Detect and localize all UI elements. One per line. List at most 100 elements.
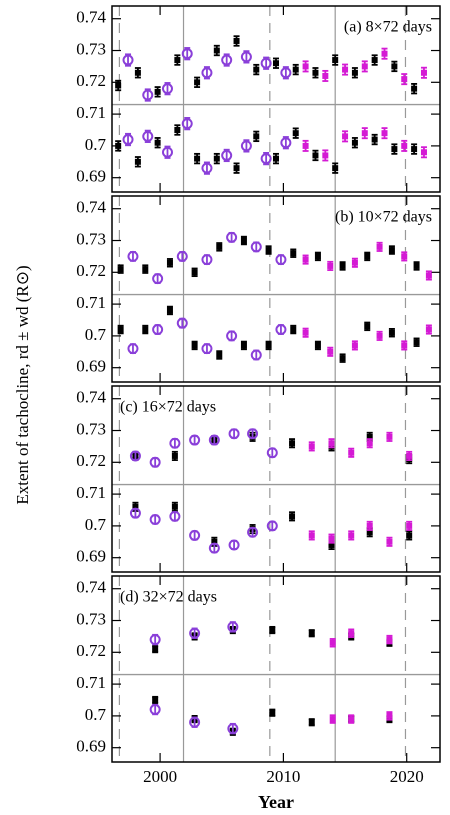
y-axis-label: Extent of tachocline, rd ± wd (R⊙) (13, 265, 32, 504)
point (181, 48, 193, 60)
point (411, 146, 418, 153)
point (302, 142, 309, 149)
point (401, 142, 408, 149)
point (181, 118, 193, 130)
y-tick-label: 0.72 (76, 451, 106, 470)
point (169, 510, 181, 522)
point (290, 326, 297, 333)
point (240, 140, 252, 152)
y-tick-label: 0.72 (76, 71, 106, 90)
point (194, 79, 201, 86)
point (260, 153, 272, 165)
point (406, 522, 413, 529)
point (122, 54, 134, 66)
point (364, 253, 371, 260)
point (312, 69, 319, 76)
point (176, 250, 188, 262)
y-tick-label: 0.72 (76, 641, 106, 660)
point (161, 83, 173, 95)
point (425, 272, 432, 279)
y-tick-label: 0.71 (76, 103, 106, 122)
point (226, 231, 238, 243)
x-tick-label: 2000 (143, 767, 177, 786)
point (152, 697, 159, 703)
point (292, 130, 299, 137)
point (292, 66, 299, 73)
point (265, 342, 272, 349)
point (308, 443, 315, 450)
point (351, 69, 358, 76)
point (308, 532, 315, 539)
point (221, 54, 233, 66)
point (247, 526, 259, 538)
point (216, 351, 223, 358)
point (208, 434, 220, 446)
point (149, 704, 161, 716)
point (339, 355, 346, 362)
point (250, 241, 262, 253)
panel-title: (b) 10×72 days (335, 209, 432, 226)
point (213, 47, 220, 54)
point (371, 57, 378, 64)
point (275, 324, 287, 336)
y-tick-label: 0.73 (76, 39, 106, 58)
point (401, 76, 408, 83)
point (266, 447, 278, 459)
point (364, 323, 371, 330)
point (376, 332, 383, 339)
point (366, 522, 373, 529)
point (265, 247, 272, 254)
y-tick-label: 0.71 (76, 483, 106, 502)
point (401, 253, 408, 260)
y-tick-label: 0.74 (76, 388, 106, 407)
point (289, 440, 296, 447)
point (322, 72, 329, 79)
point (134, 158, 141, 165)
point (328, 535, 335, 542)
point (269, 627, 276, 634)
point (312, 152, 319, 159)
point (201, 254, 213, 266)
point (149, 514, 161, 526)
y-tick-label: 0.7 (85, 515, 107, 534)
point (228, 428, 240, 440)
point (339, 262, 346, 269)
point (289, 513, 296, 520)
point (194, 155, 201, 162)
point (149, 456, 161, 468)
point (253, 133, 260, 140)
point (391, 146, 398, 153)
point (361, 63, 368, 70)
point (247, 428, 259, 440)
point (221, 149, 233, 161)
y-tick-label: 0.71 (76, 293, 106, 312)
point (226, 330, 238, 342)
point (149, 634, 161, 646)
point (122, 134, 134, 146)
point (332, 57, 339, 64)
point (166, 307, 173, 314)
point (290, 250, 297, 257)
point (115, 142, 122, 149)
point (332, 165, 339, 172)
point (127, 250, 139, 262)
point (142, 130, 154, 142)
point (233, 165, 240, 172)
plot-frame (111, 195, 441, 383)
point (191, 269, 198, 276)
point (189, 434, 201, 446)
point (329, 639, 336, 646)
point (142, 89, 154, 101)
y-tick-label: 0.69 (76, 547, 106, 566)
point (366, 440, 373, 447)
point (348, 630, 355, 637)
point (273, 155, 279, 162)
point (401, 342, 408, 349)
point (273, 60, 279, 67)
point (176, 317, 188, 329)
point (117, 266, 124, 273)
point (308, 630, 315, 637)
point (302, 329, 309, 336)
point (280, 137, 292, 149)
